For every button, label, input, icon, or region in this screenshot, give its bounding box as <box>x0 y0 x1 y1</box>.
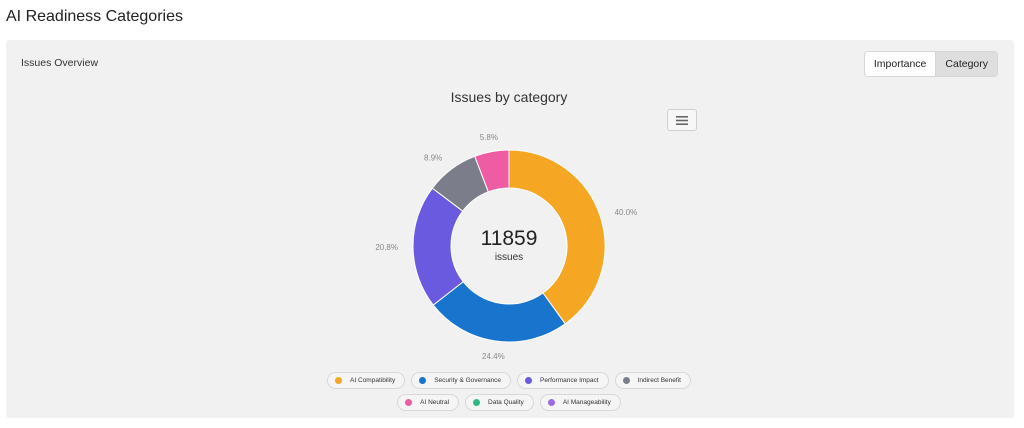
slice-percent-label: 8.9% <box>424 153 442 162</box>
legend-item-ai-neutral[interactable]: AI Neutral <box>397 394 460 411</box>
donut-chart: 40.0% 24.4% 20.8% 8.9% 5.8% 11859 issues <box>375 133 638 361</box>
legend-item-security-governance[interactable]: Security & Governance <box>411 372 512 389</box>
legend-color-dot <box>525 377 533 384</box>
chart-legend: AI Compatibility Security & Governance Per… <box>6 372 1012 411</box>
legend-color-dot <box>419 377 427 384</box>
chart-menu-button[interactable] <box>667 109 697 131</box>
page-title: AI Readiness Categories <box>6 8 183 25</box>
legend-color-dot <box>547 399 555 406</box>
legend-label: Security & Governance <box>434 377 502 384</box>
legend-item-data-quality[interactable]: Data Quality <box>465 394 534 411</box>
legend-item-performance-impact[interactable]: Performance Impact <box>517 372 609 389</box>
slice-percent-label: 5.8% <box>480 133 498 142</box>
slice-percent-label: 24.4% <box>482 352 505 361</box>
legend-color-dot <box>405 399 413 406</box>
slice-percent-label: 40.0% <box>615 208 638 217</box>
center-total-label: issues <box>495 252 523 263</box>
donut-slice-ai-neutral[interactable] <box>474 149 510 193</box>
issues-overview-panel: Issues Overview Importance Category Issu… <box>6 40 1014 418</box>
legend-item-ai-compatibility[interactable]: AI Compatibility <box>327 372 406 389</box>
slice-percent-label: 20.8% <box>375 243 398 252</box>
legend-label: Performance Impact <box>540 377 599 384</box>
donut-slice-ai-compatibility[interactable] <box>508 149 606 325</box>
legend-item-ai-manageability[interactable]: AI Manageability <box>539 394 621 411</box>
legend-color-dot <box>335 377 343 384</box>
category-toggle-button[interactable]: Category <box>935 52 997 76</box>
legend-label: Indirect Benefit <box>637 377 681 384</box>
legend-label: AI Compatibility <box>350 377 396 384</box>
legend-item-indirect-benefit[interactable]: Indirect Benefit <box>614 372 691 389</box>
legend-label: Data Quality <box>488 399 524 406</box>
hamburger-icon <box>676 115 688 125</box>
panel-title: Issues Overview <box>21 57 99 69</box>
chart-title: Issues by category <box>450 89 568 105</box>
legend-label: AI Neutral <box>420 399 450 406</box>
importance-toggle-button[interactable]: Importance <box>864 52 936 76</box>
legend-color-dot <box>622 377 630 384</box>
legend-color-dot <box>473 399 481 406</box>
center-total-value: 11859 <box>481 227 538 250</box>
view-toggle: Importance Category <box>863 51 998 77</box>
legend-label: AI Manageability <box>562 399 611 406</box>
